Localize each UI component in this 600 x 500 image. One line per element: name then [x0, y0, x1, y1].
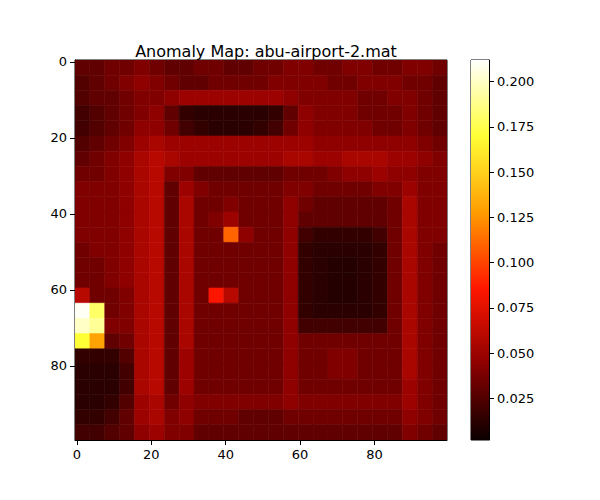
svg-text:0.050: 0.050 [497, 346, 534, 361]
svg-text:80: 80 [366, 447, 383, 462]
svg-text:20: 20 [50, 130, 67, 145]
svg-text:0.025: 0.025 [497, 391, 534, 406]
svg-text:0.175: 0.175 [497, 119, 534, 134]
svg-text:0.075: 0.075 [497, 300, 534, 315]
svg-text:0: 0 [59, 54, 67, 69]
svg-text:60: 60 [50, 282, 67, 297]
svg-text:40: 40 [50, 206, 67, 221]
svg-text:Anomaly Map: abu-airport-2.mat: Anomaly Map: abu-airport-2.mat [135, 42, 397, 61]
svg-text:80: 80 [50, 358, 67, 373]
svg-text:40: 40 [217, 447, 234, 462]
svg-text:0: 0 [73, 447, 81, 462]
svg-text:0.125: 0.125 [497, 210, 534, 225]
svg-text:60: 60 [292, 447, 309, 462]
svg-text:0.200: 0.200 [497, 74, 534, 89]
svg-text:20: 20 [143, 447, 160, 462]
svg-text:0.100: 0.100 [497, 255, 534, 270]
svg-text:0.150: 0.150 [497, 165, 534, 180]
